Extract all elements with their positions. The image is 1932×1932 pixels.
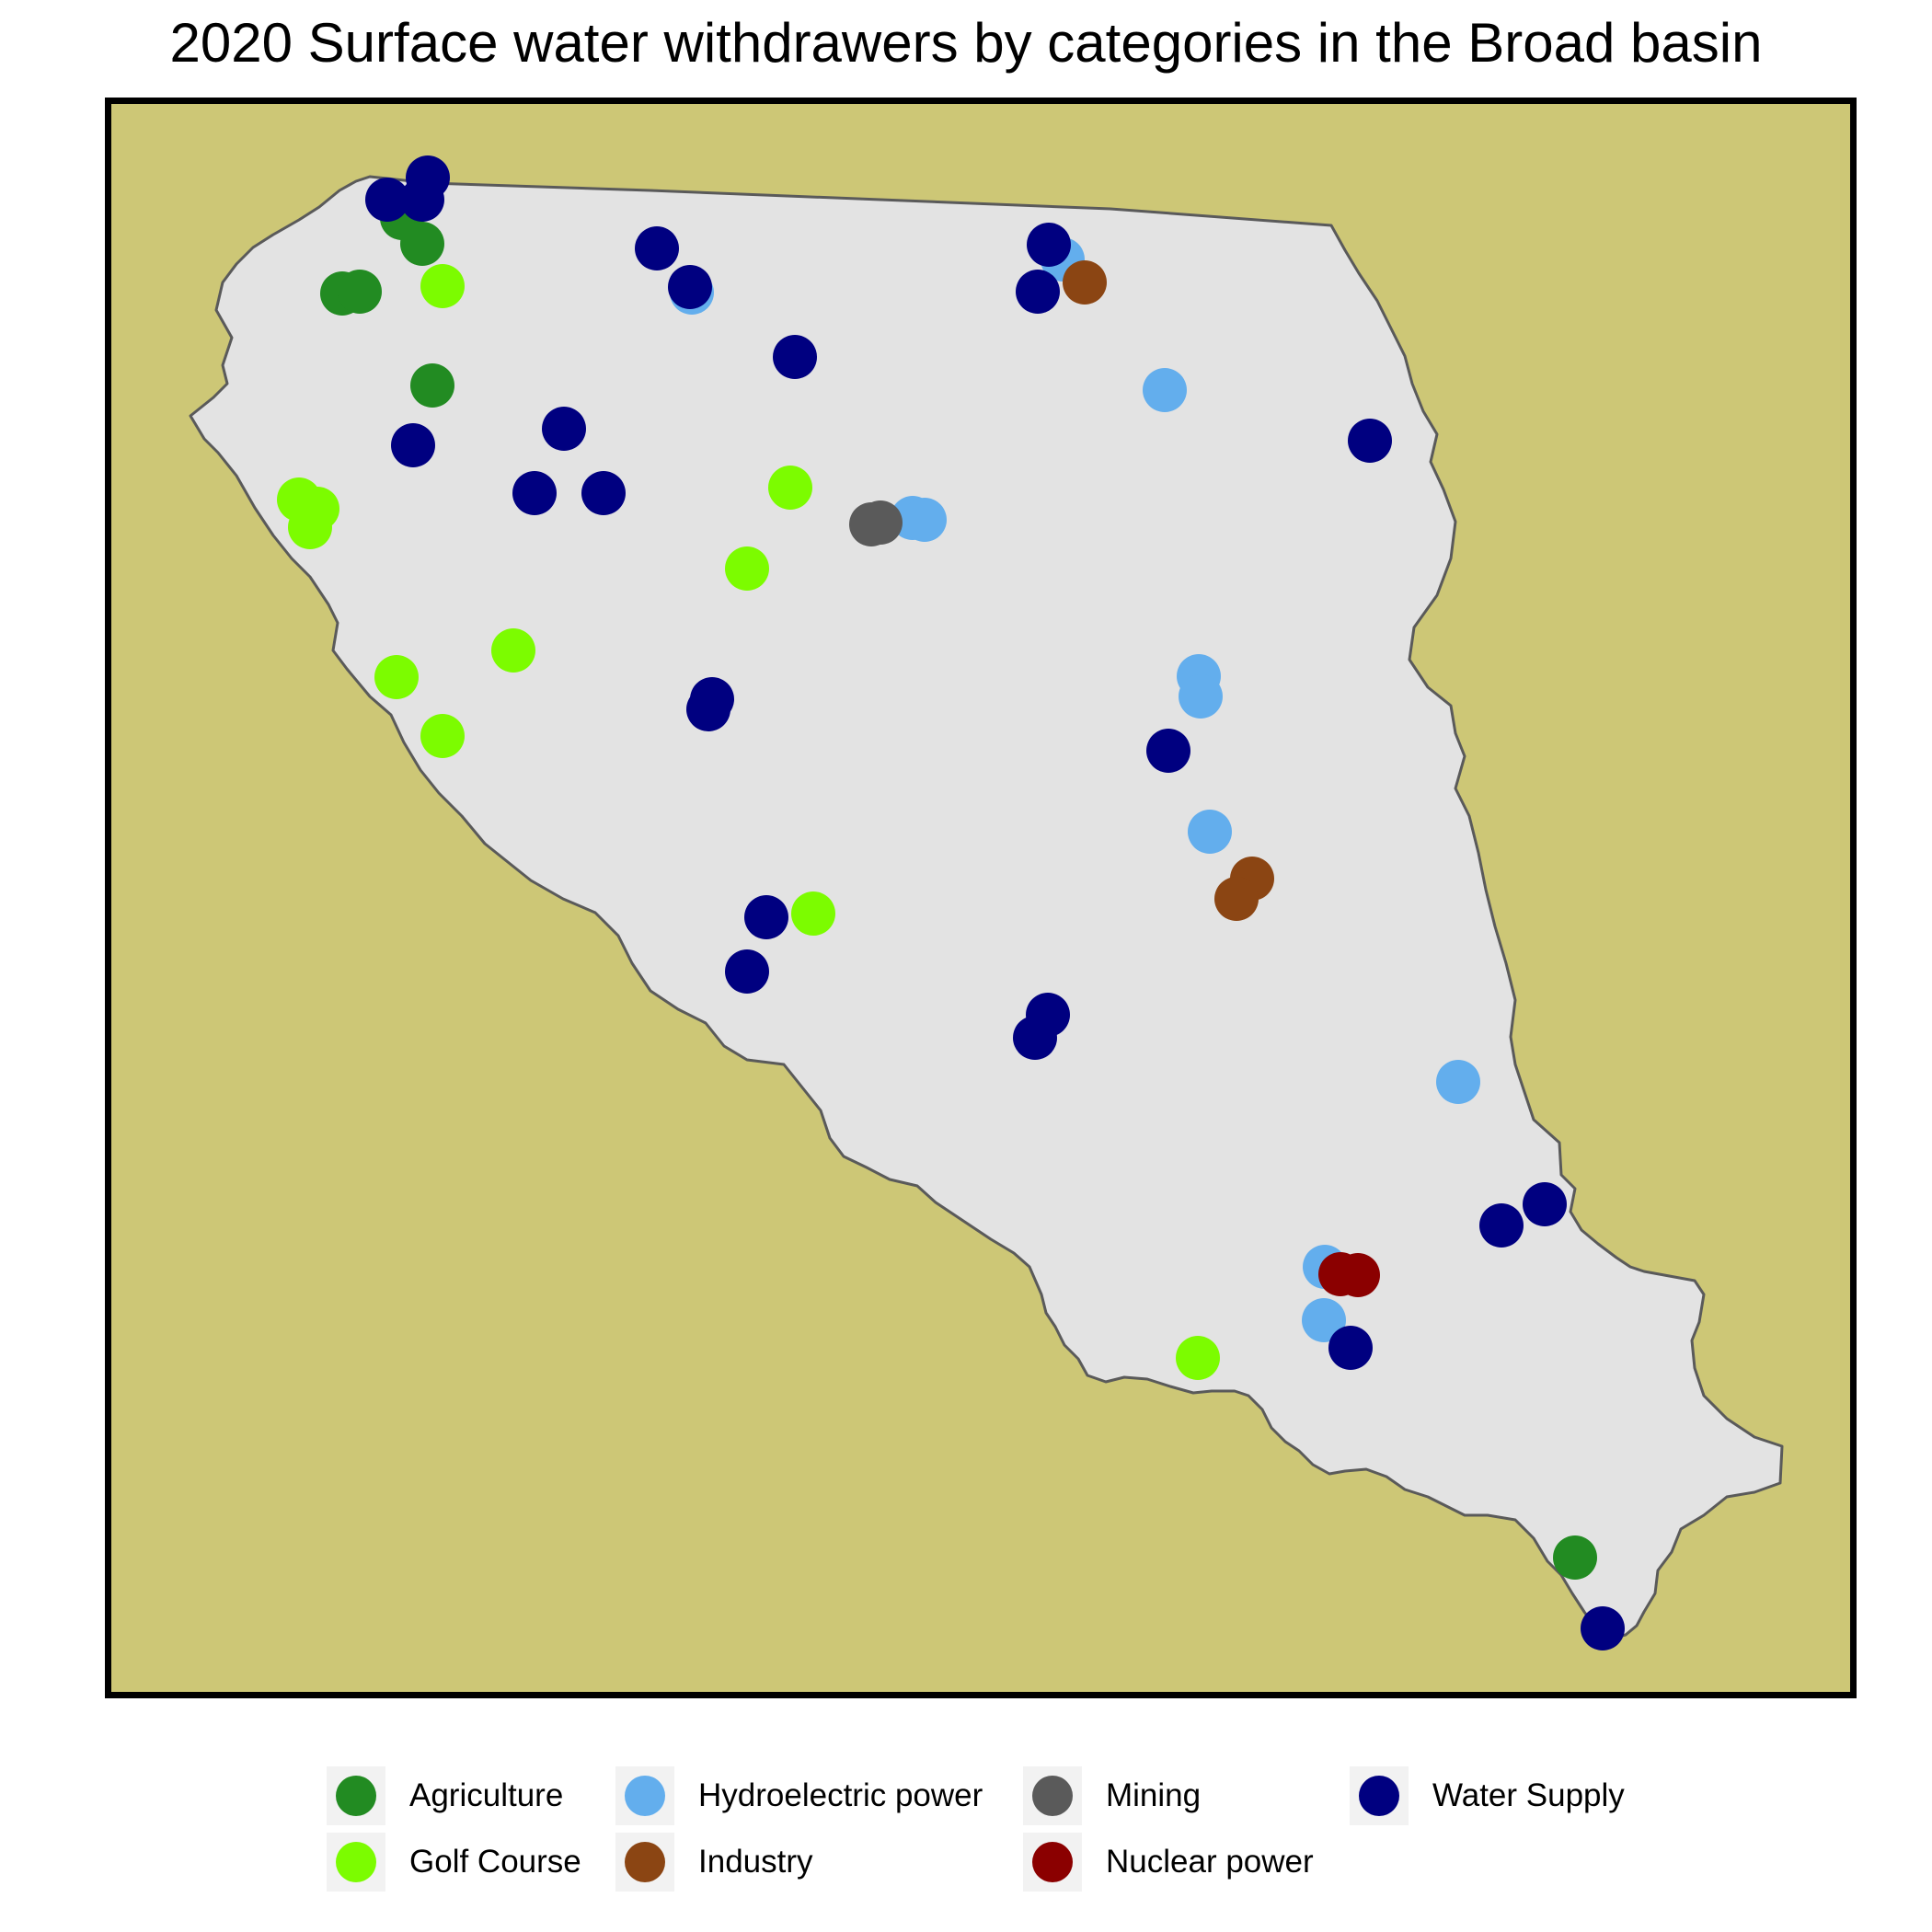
legend: Agriculture Golf Course Hydroelectric po…: [327, 1766, 1707, 1904]
water-withdrawal-point: [1013, 1016, 1057, 1060]
hydro-withdrawal-point: [903, 498, 947, 542]
water-withdrawal-point: [1027, 223, 1071, 267]
hydroelectric-power-swatch: [625, 1776, 665, 1816]
legend-label-hydroelectric-power: Hydroelectric power: [698, 1777, 983, 1813]
legend-label-water-supply: Water Supply: [1432, 1777, 1625, 1813]
legend-item-water-supply: Water Supply: [1350, 1766, 1625, 1825]
golf-withdrawal-point: [725, 546, 769, 591]
hydro-withdrawal-point: [1188, 810, 1232, 854]
golf-withdrawal-point: [420, 714, 465, 758]
industry-swatch: [625, 1842, 665, 1882]
agriculture-withdrawal-point: [1553, 1535, 1597, 1580]
industry-withdrawal-point: [1063, 260, 1107, 305]
water-withdrawal-point: [1146, 729, 1190, 773]
golf-withdrawal-point: [420, 264, 465, 308]
water-withdrawal-point: [1479, 1203, 1524, 1248]
mining-withdrawal-point: [858, 500, 903, 545]
map-title: 2020 Surface water withdrawers by catego…: [169, 12, 1763, 74]
water-withdrawal-point: [668, 265, 712, 309]
legend-label-agriculture: Agriculture: [409, 1777, 564, 1813]
water-withdrawal-point: [1348, 419, 1392, 463]
water-withdrawal-point: [365, 178, 409, 222]
agriculture-withdrawal-point: [400, 222, 444, 266]
water-withdrawal-point: [1328, 1326, 1373, 1370]
water-withdrawal-point: [1016, 270, 1060, 314]
water-withdrawal-point: [1581, 1606, 1625, 1650]
water-withdrawal-point: [686, 687, 730, 731]
legend-label-nuclear-power: Nuclear power: [1106, 1844, 1314, 1880]
golf-withdrawal-point: [288, 505, 332, 549]
water-withdrawal-point: [1523, 1182, 1567, 1226]
agriculture-withdrawal-point: [410, 363, 454, 408]
legend-item-agriculture: Agriculture: [327, 1766, 563, 1825]
golf-withdrawal-point: [768, 466, 812, 510]
mining-swatch: [1032, 1776, 1073, 1816]
water-withdrawal-point: [773, 335, 817, 379]
golf-withdrawal-point: [491, 628, 535, 673]
golf-withdrawal-point: [1176, 1336, 1220, 1380]
hydro-withdrawal-point: [1436, 1060, 1480, 1104]
water-withdrawal-point: [391, 423, 435, 467]
water-withdrawal-point: [400, 178, 444, 222]
withdrawal-points: [277, 155, 1625, 1650]
legend-label-mining: Mining: [1106, 1777, 1202, 1813]
water-withdrawal-point: [581, 471, 626, 515]
map-canvas: [189, 155, 1784, 1650]
hydro-withdrawal-point: [1302, 1298, 1346, 1342]
golf-withdrawal-point: [791, 891, 835, 936]
nuclear-power-swatch: [1032, 1842, 1073, 1882]
water-supply-swatch: [1359, 1776, 1399, 1816]
nuclear-withdrawal-point: [1336, 1253, 1380, 1297]
water-withdrawal-point: [725, 949, 769, 994]
hydro-withdrawal-point: [1179, 674, 1223, 719]
water-withdrawal-point: [744, 895, 788, 939]
legend-item-nuclear-power: Nuclear power: [1023, 1833, 1314, 1892]
legend-label-golf-course: Golf Course: [409, 1844, 581, 1880]
map-panel: [105, 98, 1857, 1698]
agriculture-withdrawal-point: [338, 270, 382, 314]
legend-item-mining: Mining: [1023, 1766, 1201, 1825]
legend-item-golf-course: Golf Course: [327, 1833, 581, 1892]
agriculture-swatch: [336, 1776, 376, 1816]
water-withdrawal-point: [635, 226, 679, 270]
water-withdrawal-point: [512, 471, 557, 515]
hydro-withdrawal-point: [1143, 368, 1187, 412]
legend-item-industry: Industry: [615, 1833, 813, 1892]
water-withdrawal-point: [542, 407, 586, 451]
legend-item-hydroelectric-power: Hydroelectric power: [615, 1766, 983, 1825]
broad-basin-outline: [189, 175, 1784, 1639]
golf-withdrawal-point: [374, 655, 419, 699]
industry-withdrawal-point: [1214, 877, 1259, 921]
golf-course-swatch: [336, 1842, 376, 1882]
legend-label-industry: Industry: [698, 1844, 813, 1880]
